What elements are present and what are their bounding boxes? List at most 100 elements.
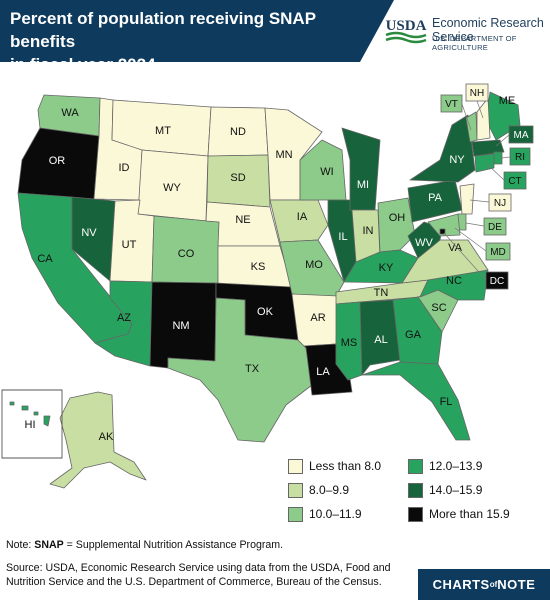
label-AR: AR xyxy=(310,312,325,324)
state-HI xyxy=(9,401,51,427)
header: Percent of population receiving SNAP ben… xyxy=(0,0,550,74)
label-WY: WY xyxy=(163,182,181,194)
state-OH xyxy=(377,197,416,253)
label-VT: VT xyxy=(445,99,458,110)
state-FL xyxy=(361,361,471,441)
note-prefix: Note: xyxy=(6,539,35,551)
label-NH: NH xyxy=(470,88,484,99)
state-NJ xyxy=(459,183,475,215)
state-MO xyxy=(279,239,345,299)
label-SD: SD xyxy=(230,172,245,184)
state-NH xyxy=(476,97,491,141)
state-NY xyxy=(409,114,476,183)
legend-item: 8.0–9.9 xyxy=(288,481,349,499)
legend-item: Less than 8.0 xyxy=(288,457,381,475)
label-TN: TN xyxy=(374,287,389,299)
state-AK xyxy=(49,391,147,489)
label-ID: ID xyxy=(119,162,130,174)
agency-name: Economic Research Service xyxy=(432,16,544,44)
label-HI: HI xyxy=(25,419,36,431)
callout-box-NJ xyxy=(488,193,512,212)
label-IN: IN xyxy=(363,225,374,237)
legend-swatch xyxy=(288,506,303,522)
callout-box-CT xyxy=(503,171,527,190)
legend: Less than 8.0 8.0–9.9 10.0–11.9 12.0–13.9 14… xyxy=(280,455,550,525)
callout-box-MA xyxy=(508,125,534,144)
department-name: U.S. DEPARTMENT OF AGRICULTURE xyxy=(432,34,517,52)
label-MA: MA xyxy=(514,130,529,141)
label-AK: AK xyxy=(99,431,114,443)
legend-label: 8.0–9.9 xyxy=(309,483,350,497)
label-DC: DC xyxy=(490,276,504,287)
label-VA: VA xyxy=(448,242,463,254)
label-WA: WA xyxy=(61,107,79,119)
label-MD: MD xyxy=(490,247,506,258)
usda-logo-text: USDA xyxy=(386,18,427,34)
label-RI: RI xyxy=(515,152,525,163)
label-KY: KY xyxy=(379,262,394,274)
label-TX: TX xyxy=(245,363,260,375)
label-WI: WI xyxy=(320,166,333,178)
legend-label: 14.0–15.9 xyxy=(429,483,483,497)
inset-frames xyxy=(1,389,63,459)
label-MT: MT xyxy=(155,125,171,137)
label-CA: CA xyxy=(37,253,53,265)
legend-swatch xyxy=(288,458,303,474)
header-notch xyxy=(360,0,394,62)
label-WV: WV xyxy=(415,237,433,249)
label-AZ: AZ xyxy=(117,312,131,324)
state-AL xyxy=(359,299,401,376)
state-labels: WA OR CA NV ID MT WY UT AZ CO NM ND SD N… xyxy=(25,95,516,443)
callout-box-MD xyxy=(485,242,511,261)
badge-part-3: NOTE xyxy=(497,577,536,592)
label-IA: IA xyxy=(297,211,308,223)
note-definition: = Supplemental Nutrition Assistance Prog… xyxy=(63,539,284,551)
label-OR: OR xyxy=(49,155,66,167)
usda-logo-icon: USDA xyxy=(385,18,427,44)
legend-item: 12.0–13.9 xyxy=(408,457,482,475)
note: Note: SNAP = Supplemental Nutrition Assi… xyxy=(6,539,283,551)
label-KS: KS xyxy=(251,261,266,273)
state-MI xyxy=(341,127,381,211)
small-state-callouts: VT NH MA RI CT NJ DE MD DC xyxy=(440,83,534,290)
label-MI: MI xyxy=(357,179,369,191)
label-NC: NC xyxy=(446,275,462,287)
label-CO: CO xyxy=(178,248,195,260)
legend-swatch xyxy=(408,458,423,474)
badge-part-1: CHARTS xyxy=(432,577,490,592)
label-MN: MN xyxy=(275,149,292,161)
label-ME: ME xyxy=(499,95,516,107)
label-LA: LA xyxy=(316,366,330,378)
note-term: SNAP xyxy=(34,539,64,551)
label-ND: ND xyxy=(230,126,246,138)
legend-label: 10.0–11.9 xyxy=(309,507,362,521)
badge-part-2: of xyxy=(489,580,498,589)
callout-box-DC xyxy=(485,271,509,290)
label-IL: IL xyxy=(338,231,347,243)
label-DE: DE xyxy=(488,222,502,233)
label-AL: AL xyxy=(374,334,387,346)
label-UT: UT xyxy=(122,239,137,251)
legend-label: 12.0–13.9 xyxy=(429,459,483,473)
label-FL: FL xyxy=(440,396,453,408)
label-NM: NM xyxy=(172,320,189,332)
footer: Note: SNAP = Supplemental Nutrition Assi… xyxy=(0,532,550,600)
callout-box-VT xyxy=(440,94,463,113)
state-DC xyxy=(439,228,446,235)
label-GA: GA xyxy=(405,329,422,341)
state-MD xyxy=(427,213,461,237)
legend-swatch xyxy=(288,482,303,498)
label-MS: MS xyxy=(341,337,358,349)
state-TX xyxy=(167,297,313,443)
callout-leaders xyxy=(443,100,511,281)
state-CT xyxy=(474,153,495,173)
source-note: Source: USDA, Economic Research Service … xyxy=(6,562,391,588)
us-map: WA OR CA NV ID MT WY UT AZ CO NM ND SD N… xyxy=(0,62,550,530)
label-NJ: NJ xyxy=(494,198,506,209)
legend-label: More than 15.9 xyxy=(429,507,510,521)
label-SC: SC xyxy=(431,302,446,314)
label-NE: NE xyxy=(235,214,250,226)
legend-item: More than 15.9 xyxy=(408,505,510,523)
legend-swatch xyxy=(408,482,423,498)
charts-of-note-logo: CHARTS of NOTE xyxy=(418,569,550,600)
